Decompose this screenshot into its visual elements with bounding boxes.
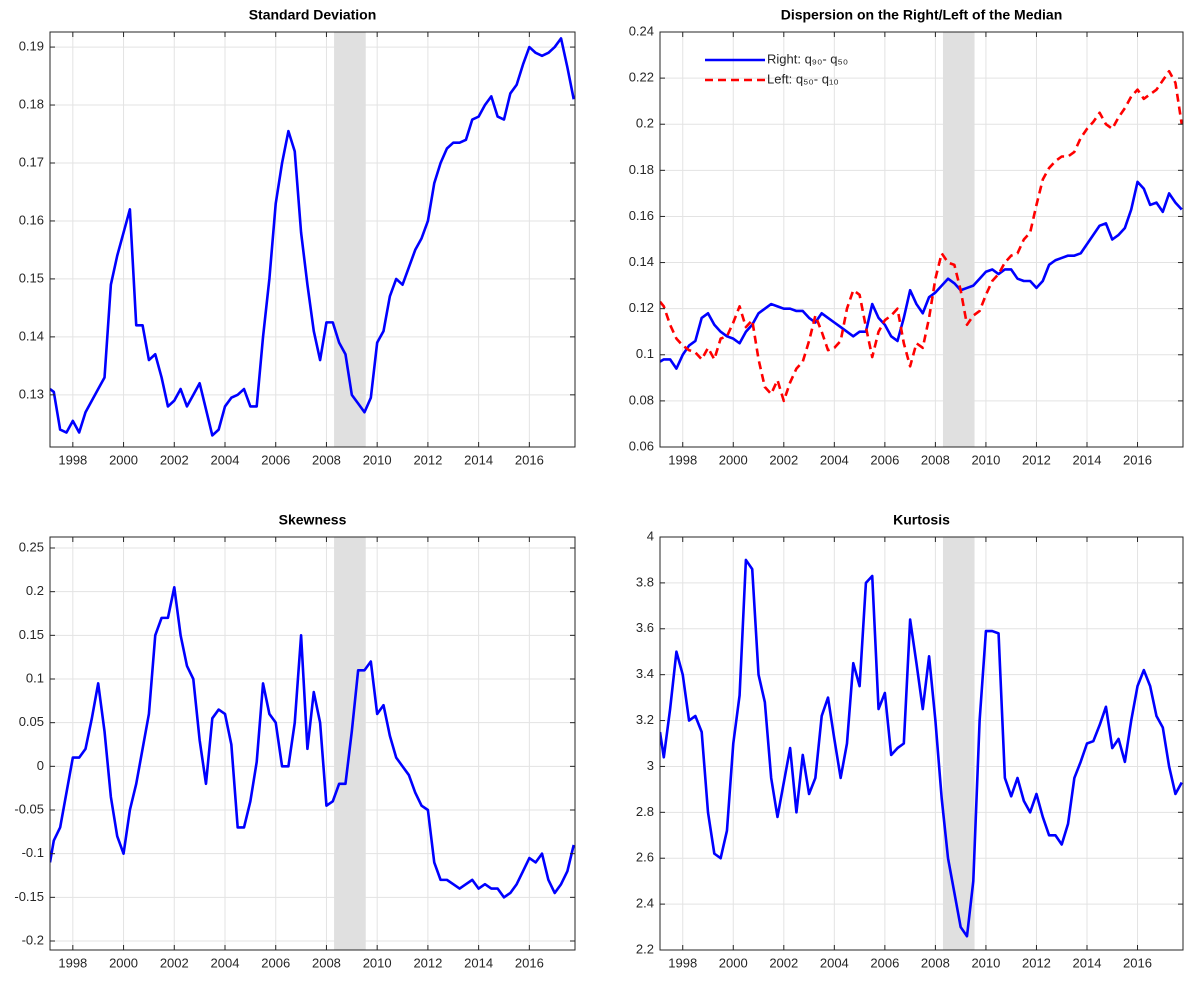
y-tick-label: 0.12 [629, 300, 654, 315]
x-tick-label: 2014 [464, 955, 493, 970]
y-tick-label: 0.25 [19, 539, 44, 554]
y-tick-label: 0 [37, 758, 44, 773]
y-tick-label: -0.1 [22, 845, 44, 860]
x-tick-label: 2010 [363, 955, 392, 970]
x-tick-label: 2012 [1022, 955, 1051, 970]
x-tick-label: 2004 [820, 452, 849, 467]
x-tick-label: 2014 [1073, 955, 1102, 970]
x-tick-label: 2002 [769, 955, 798, 970]
x-tick-label: 2016 [515, 452, 544, 467]
series-line [50, 37, 575, 437]
y-tick-label: 0.14 [19, 328, 44, 343]
x-tick-label: 2010 [971, 452, 1000, 467]
y-tick-label: 0.2 [636, 116, 654, 131]
y-tick-label: 3.2 [636, 712, 654, 727]
y-tick-label: 2.6 [636, 850, 654, 865]
y-tick-label: -0.15 [14, 889, 44, 904]
x-tick-label: 2012 [413, 452, 442, 467]
series-line [660, 558, 1183, 938]
y-tick-label: 0.16 [19, 212, 44, 227]
axes-frame [49, 536, 576, 951]
y-tick-label: 0.17 [19, 154, 44, 169]
x-tick-label: 2006 [870, 452, 899, 467]
y-tick-label: 3 [647, 758, 654, 773]
y-tick-label: 0.24 [629, 23, 654, 38]
axes-frame [49, 31, 576, 448]
x-tick-label: 1998 [58, 452, 87, 467]
x-tick-label: 2008 [921, 955, 950, 970]
subplot: 1998 2000 2002 2004 2006 2008 2010 2012 2014 2016… [636, 512, 1184, 970]
y-tick-label: 0.08 [629, 392, 654, 407]
x-tick-label: 2012 [413, 955, 442, 970]
y-tick-label: 0.06 [629, 438, 654, 453]
x-tick-label: 2002 [160, 452, 189, 467]
x-tick-label: 2016 [1123, 955, 1152, 970]
y-tick-label: 0.18 [629, 162, 654, 177]
x-tick-label: 1998 [668, 955, 697, 970]
y-tick-label: 0.05 [19, 714, 44, 729]
chart-title: Standard Deviation [249, 7, 377, 23]
series-line [660, 69, 1183, 403]
subplot: 1998 2000 2002 2004 2006 2008 2010 2012 2014 2016… [19, 7, 576, 467]
y-tick-label: 0.16 [629, 208, 654, 223]
x-tick-label: 2002 [769, 452, 798, 467]
x-tick-label: 2000 [109, 955, 138, 970]
x-tick-label: 2010 [971, 955, 1000, 970]
y-tick-label: 0.2 [26, 583, 44, 598]
y-tick-label: 3.8 [636, 574, 654, 589]
x-tick-label: 2008 [312, 955, 341, 970]
chart-title: Dispersion on the Right/Left of the Medi… [781, 7, 1063, 23]
y-tick-label: 0.1 [26, 670, 44, 685]
y-tick-label: 2.2 [636, 941, 654, 956]
y-tick-label: 3.4 [636, 666, 654, 681]
x-tick-label: 2006 [870, 955, 899, 970]
chart-title: Kurtosis [893, 512, 950, 528]
x-tick-label: 2006 [261, 955, 290, 970]
x-tick-label: 2004 [211, 955, 240, 970]
x-tick-label: 2014 [464, 452, 493, 467]
x-tick-label: 2010 [363, 452, 392, 467]
y-tick-label: -0.2 [22, 932, 44, 947]
x-tick-label: 1998 [58, 955, 87, 970]
shaded-region [942, 32, 975, 447]
x-tick-label: 2002 [160, 955, 189, 970]
chart-title: Skewness [279, 512, 347, 528]
y-tick-label: 0.13 [19, 386, 44, 401]
y-tick-label: 0.15 [19, 627, 44, 642]
x-tick-label: 2012 [1022, 452, 1051, 467]
legend-label: Left: q₅₀- q₁₀ [767, 71, 839, 86]
x-tick-label: 2004 [820, 955, 849, 970]
axes-frame [659, 536, 1184, 951]
y-tick-label: 2.4 [636, 896, 654, 911]
x-tick-label: 2000 [719, 452, 748, 467]
shaded-region [942, 537, 975, 950]
x-tick-label: 2006 [261, 452, 290, 467]
y-tick-label: 0.15 [19, 270, 44, 285]
series-line [660, 180, 1183, 370]
y-tick-label: 4 [647, 528, 654, 543]
y-tick-label: 2.8 [636, 804, 654, 819]
legend-label: Right: q₉₀- q₅₀ [767, 51, 848, 66]
axes-frame [659, 31, 1184, 448]
x-tick-label: 2000 [109, 452, 138, 467]
y-tick-label: 0.22 [629, 70, 654, 85]
y-tick-label: 0.18 [19, 96, 44, 111]
subplot: 1998 2000 2002 2004 2006 2008 2010 2012 2014 2016… [14, 512, 576, 970]
x-tick-label: 2008 [312, 452, 341, 467]
y-tick-label: 3.6 [636, 620, 654, 635]
y-tick-label: 0.14 [629, 254, 654, 269]
subplot: 1998 2000 2002 2004 2006 2008 2010 2012 2014 2016… [629, 7, 1184, 467]
x-tick-label: 2016 [1123, 452, 1152, 467]
y-tick-label: -0.05 [14, 801, 44, 816]
x-tick-label: 2016 [515, 955, 544, 970]
x-tick-label: 2008 [921, 452, 950, 467]
x-tick-label: 2004 [211, 452, 240, 467]
x-tick-label: 1998 [668, 452, 697, 467]
y-tick-label: 0.19 [19, 39, 44, 54]
y-tick-label: 0.1 [636, 346, 654, 361]
x-tick-label: 2014 [1073, 452, 1102, 467]
x-tick-label: 2000 [719, 955, 748, 970]
series-line [50, 586, 575, 899]
